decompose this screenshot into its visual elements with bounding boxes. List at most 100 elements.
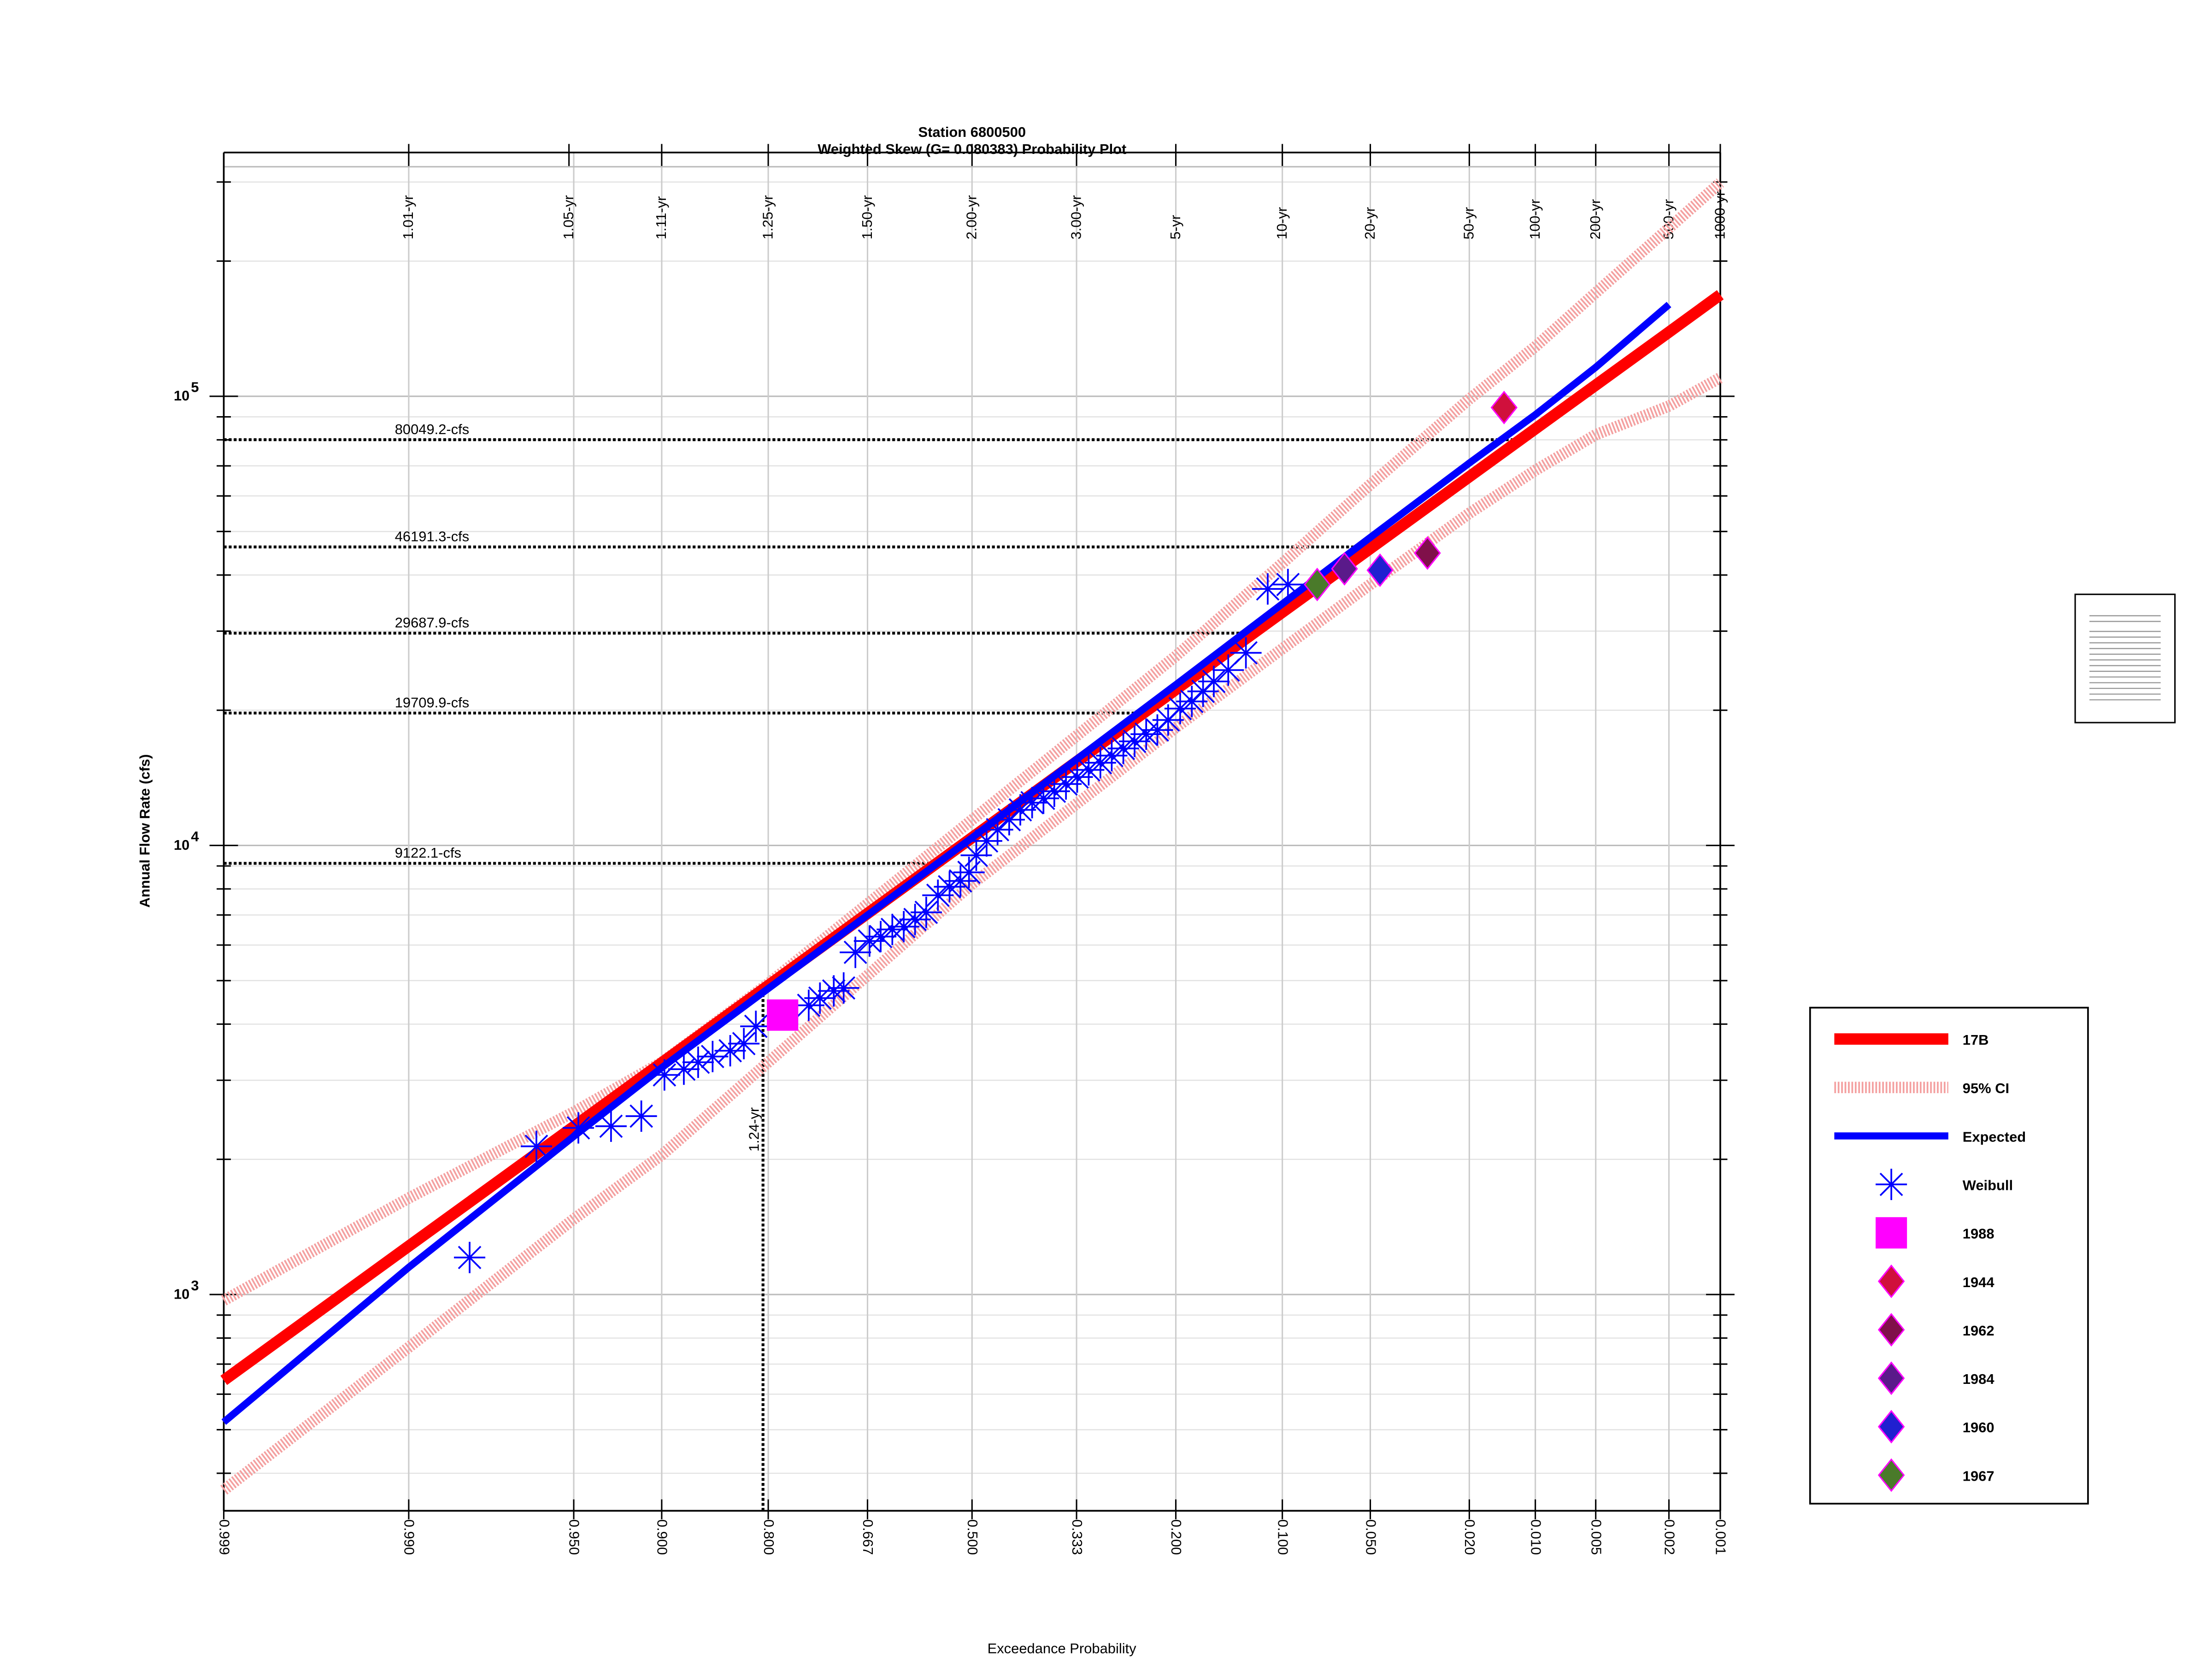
legend-swatch xyxy=(1877,1410,1905,1444)
weibull-point xyxy=(1198,665,1230,697)
historic-point xyxy=(1331,552,1358,586)
historic-point xyxy=(1304,567,1331,601)
x-tick-label: 0.333 xyxy=(1069,1519,1085,1555)
x-tick-label: 0.200 xyxy=(1168,1519,1184,1555)
x2-tick-label: 5-yr xyxy=(1167,215,1183,239)
weibull-point xyxy=(1004,794,1036,826)
x2-tick-label: 1.25-yr xyxy=(759,195,776,239)
x2-tick-label: 10-yr xyxy=(1274,207,1290,239)
x2-tick-label: 1.05-yr xyxy=(560,195,577,239)
x-tick-label: 0.020 xyxy=(1462,1519,1478,1555)
reference-label: 80049.2-cfs xyxy=(395,421,470,437)
legend-label: Weibull xyxy=(1963,1177,2013,1193)
legend-swatch xyxy=(1876,1169,1907,1200)
x-tick-label: 0.800 xyxy=(761,1519,777,1555)
x-tick-label: 0.900 xyxy=(654,1519,671,1555)
historic-point xyxy=(1366,553,1394,587)
x2-tick-label: 100-yr xyxy=(1527,199,1543,240)
weibull-point xyxy=(1107,733,1139,765)
weibull-point xyxy=(454,1241,486,1273)
legend-label: 17B xyxy=(1963,1032,1989,1048)
weibull-point xyxy=(697,1041,729,1072)
x-tick-label: 0.100 xyxy=(1275,1519,1291,1555)
weibull-point xyxy=(1230,637,1262,669)
x2-tick-label: 3.00-yr xyxy=(1068,195,1084,239)
legend-label: 1988 xyxy=(1963,1226,1994,1242)
x2-tick-label: 1.50-yr xyxy=(859,195,875,239)
reference-label: 19709.9-cfs xyxy=(395,694,470,711)
weibull-point xyxy=(625,1100,657,1132)
legend-label: 1960 xyxy=(1963,1419,1994,1435)
weibull-point xyxy=(910,896,942,928)
weibull-point xyxy=(728,1028,760,1059)
x-tick-label: 0.010 xyxy=(1528,1519,1544,1555)
weibull-point xyxy=(1096,740,1128,771)
x-tick-label: 0.999 xyxy=(216,1519,232,1555)
weibull-point xyxy=(1073,754,1105,786)
legend-label: 1984 xyxy=(1963,1371,1995,1387)
weibull-point xyxy=(1119,725,1151,757)
weibull-point xyxy=(865,921,897,953)
weibull-point xyxy=(1152,704,1184,736)
summary-table xyxy=(2074,594,2176,724)
legend-label: 95% CI xyxy=(1963,1080,2009,1096)
chart-title: Station 6800500 xyxy=(918,124,1026,140)
weibull-point xyxy=(1164,693,1196,724)
legend-label: 1967 xyxy=(1963,1468,1994,1484)
weibull-point xyxy=(877,913,908,945)
x-tick-label: 0.667 xyxy=(860,1519,876,1555)
legend-swatch xyxy=(1877,1458,1905,1492)
weibull-point xyxy=(888,911,920,942)
legend-label: 1962 xyxy=(1963,1323,1994,1339)
weibull-point xyxy=(982,814,1013,846)
weibull-point xyxy=(714,1035,746,1067)
weibull-point xyxy=(648,1059,680,1091)
weibull-point xyxy=(993,804,1025,835)
summary-table-box xyxy=(2074,594,2176,724)
weibull-point xyxy=(1130,718,1162,750)
weibull-point xyxy=(971,825,1002,857)
x-tick-label: 0.990 xyxy=(401,1519,418,1555)
weibull-point xyxy=(1038,776,1070,807)
x-axis-label: Exceedance Probability xyxy=(988,1641,1137,1657)
reference-label: 9122.1-cfs xyxy=(395,845,461,861)
y-tick-exponent: 4 xyxy=(191,828,199,844)
legend-swatch xyxy=(1877,1361,1905,1395)
weibull-point xyxy=(668,1053,700,1085)
vertical-reference-label: 1.24-yr xyxy=(746,1107,762,1152)
y-tick-exponent: 5 xyxy=(191,379,199,395)
series-line-lower xyxy=(220,372,1723,1495)
y-tick-exponent: 3 xyxy=(191,1277,199,1294)
weibull-point xyxy=(828,972,859,1004)
reference-label: 46191.3-cfs xyxy=(395,528,470,544)
x-tick-label: 0.001 xyxy=(1713,1519,1729,1555)
x2-tick-label: 2.00-yr xyxy=(964,195,980,239)
weibull-point xyxy=(899,904,931,935)
summary-table-rows xyxy=(2089,615,2161,700)
weibull-point xyxy=(682,1047,714,1078)
x2-tick-label: 200-yr xyxy=(1587,199,1603,240)
historic-point xyxy=(1414,536,1441,570)
legend-swatch xyxy=(1877,1313,1905,1347)
weibull-point xyxy=(563,1112,594,1144)
legend-label: 1944 xyxy=(1963,1274,1995,1290)
x2-tick-label: 50-yr xyxy=(1461,207,1477,239)
x-tick-label: 0.005 xyxy=(1588,1519,1604,1555)
legend-swatch xyxy=(1876,1217,1907,1249)
x2-tick-label: 1.01-yr xyxy=(400,195,416,239)
weibull-point xyxy=(1028,782,1059,814)
y-tick-label: 10 xyxy=(174,388,189,404)
weibull-point xyxy=(953,856,985,888)
series-line xyxy=(221,178,1724,1306)
weibull-point xyxy=(1212,654,1244,686)
reference-label: 29687.9-cfs xyxy=(395,615,470,631)
weibull-point xyxy=(818,975,850,1007)
historic-point xyxy=(1490,390,1518,424)
weibull-point xyxy=(934,871,965,903)
weibull-point xyxy=(1016,787,1048,818)
weibull-point xyxy=(840,936,871,968)
y-tick-label: 10 xyxy=(174,1286,189,1302)
x2-tick-label: 1.11-yr xyxy=(653,196,669,240)
